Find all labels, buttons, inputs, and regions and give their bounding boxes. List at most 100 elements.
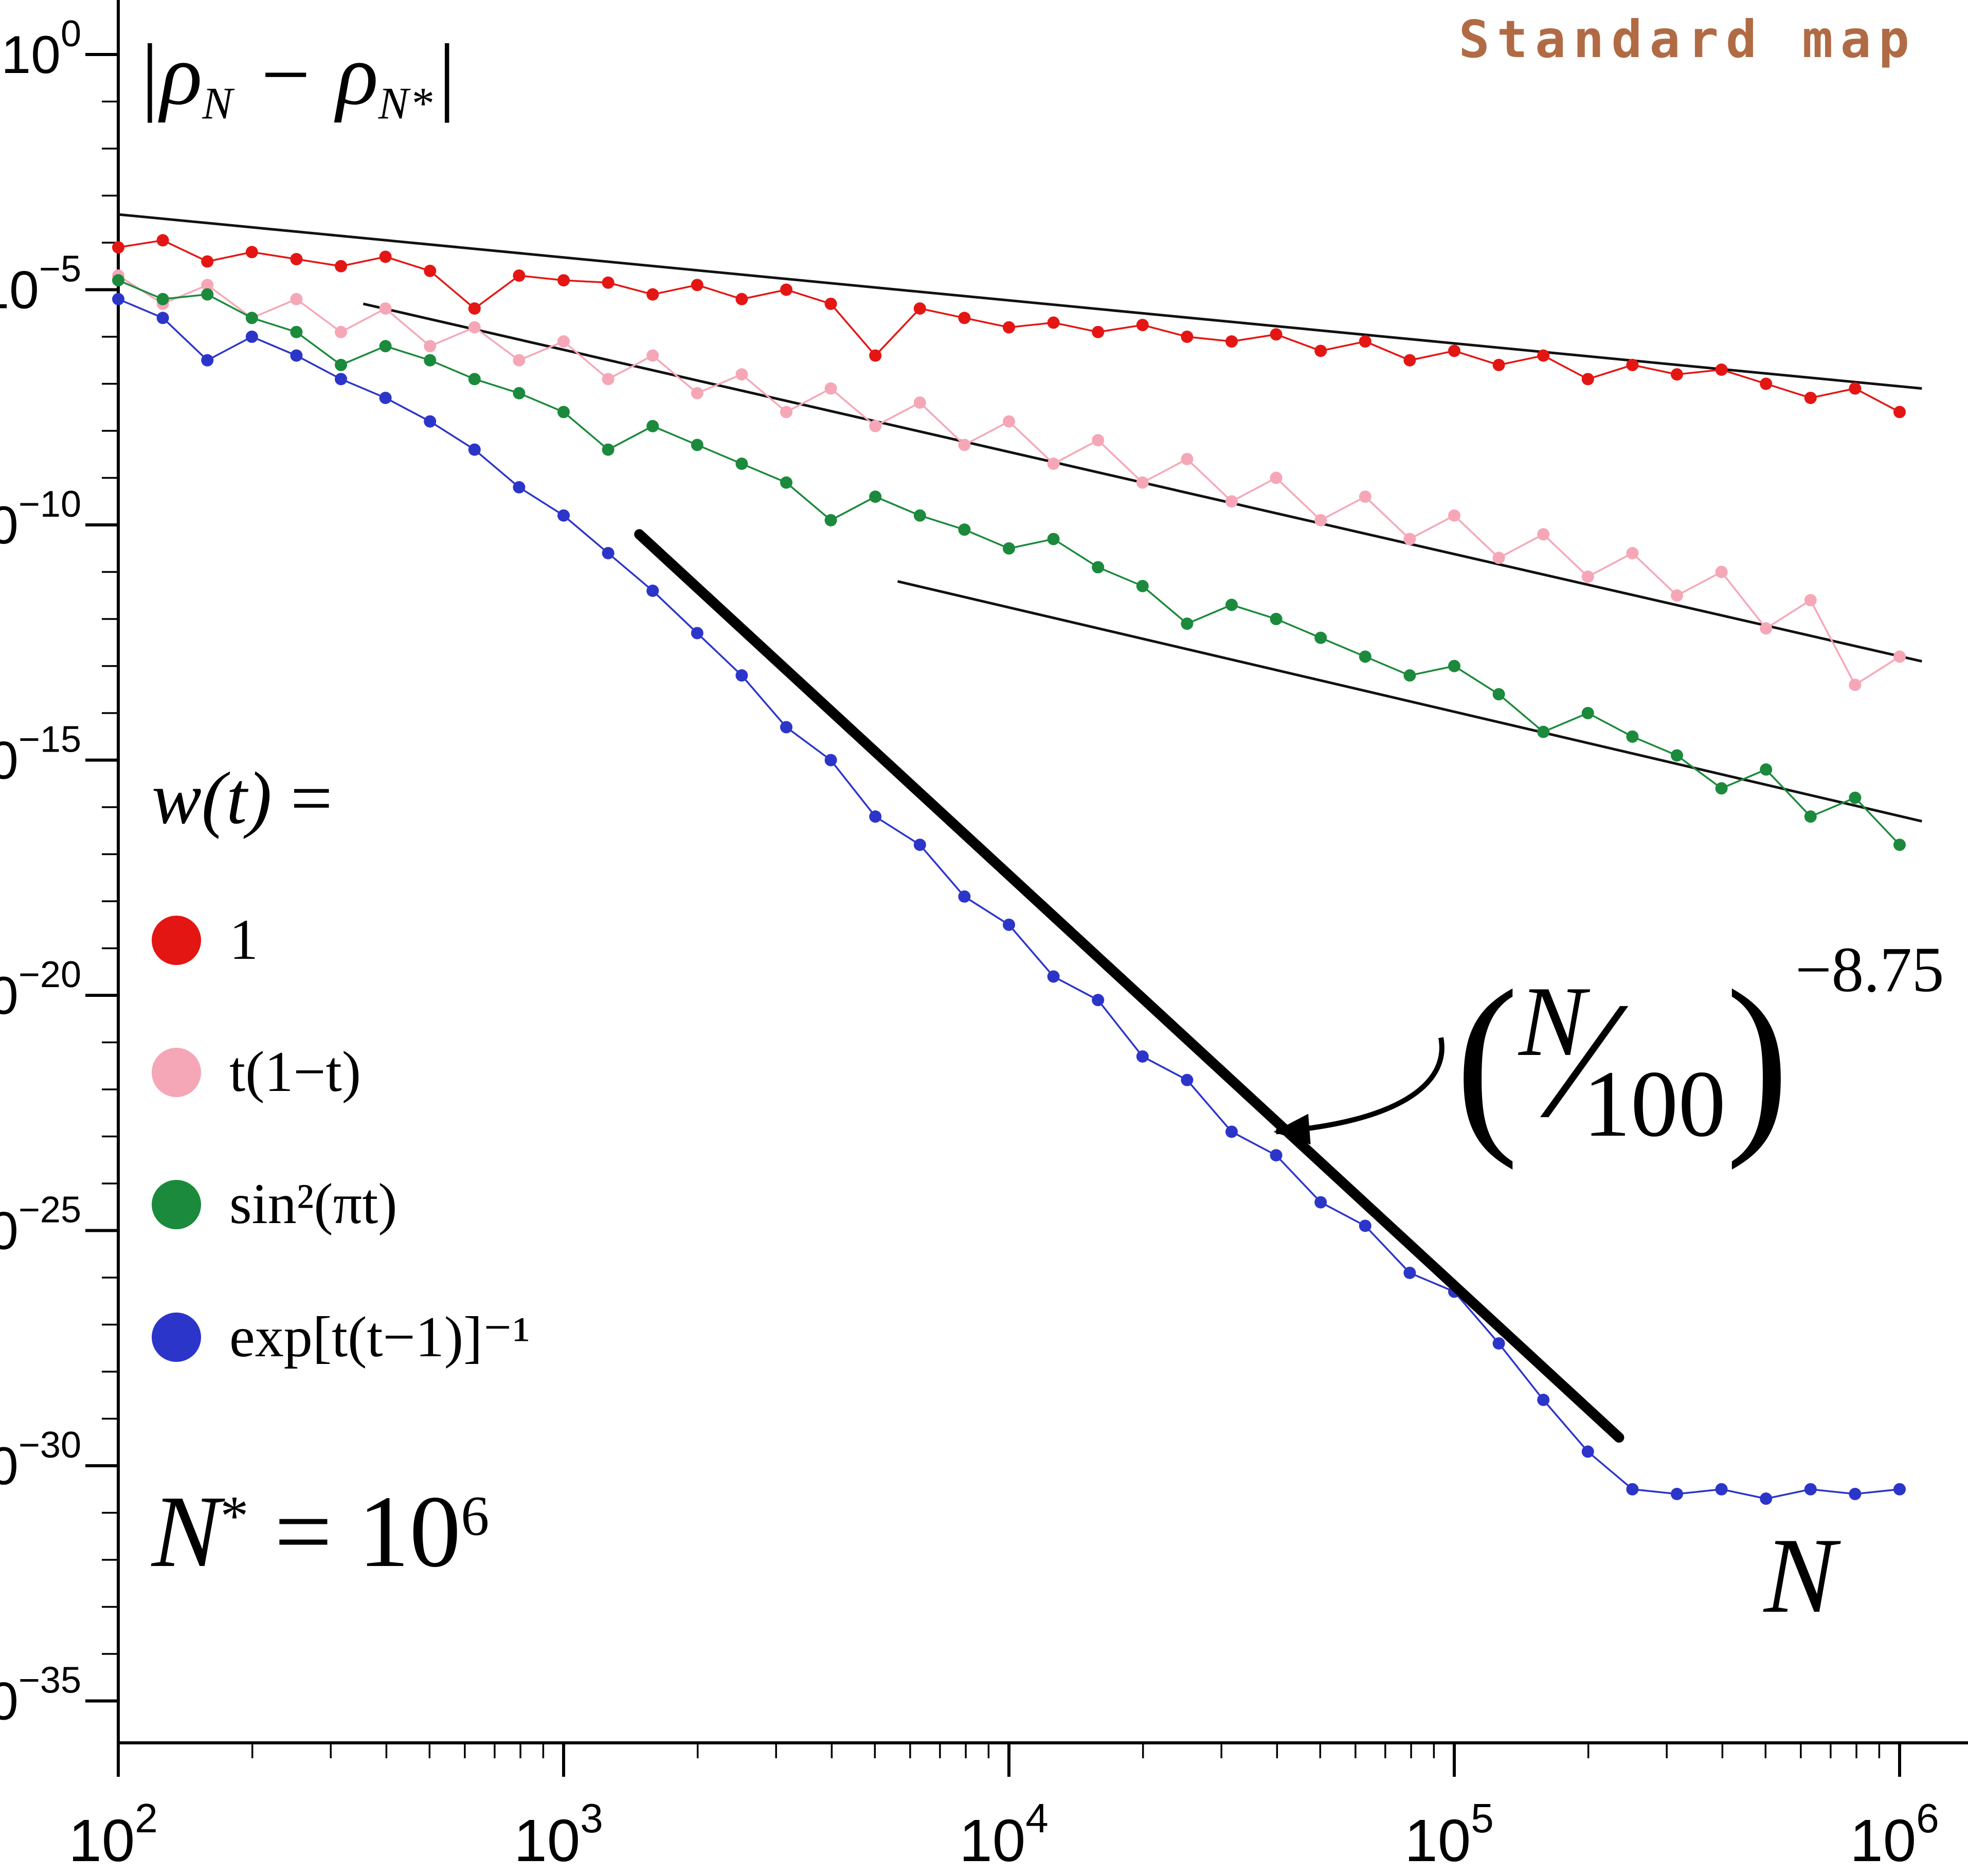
data-point-t1t xyxy=(824,382,837,395)
data-point-t1t xyxy=(1626,547,1639,559)
data-point-t1t xyxy=(913,396,926,409)
legend-dot-pink xyxy=(152,1047,201,1097)
data-point-w1 xyxy=(1492,358,1505,371)
data-point-w1 xyxy=(1537,349,1550,362)
data-point-expbump xyxy=(112,293,124,305)
legend-dot-green xyxy=(152,1179,201,1229)
data-point-t1t xyxy=(201,279,214,292)
annotation-numerator: N xyxy=(1519,966,1586,1078)
data-point-t1t xyxy=(290,293,303,305)
data-point-t1t xyxy=(379,302,392,315)
data-point-w1 xyxy=(1804,391,1817,404)
data-point-expbump xyxy=(1626,1483,1639,1496)
data-point-w1 xyxy=(1136,319,1149,332)
data-point-expbump xyxy=(1225,1125,1238,1138)
y-tick-label: 10−15 xyxy=(0,719,81,791)
data-point-w1 xyxy=(468,302,481,315)
x-axis-ticks: 102 103 104 105 106 xyxy=(68,1743,1939,1874)
data-point-expbump xyxy=(1671,1487,1683,1500)
data-point-sin2pit xyxy=(958,523,971,536)
data-point-t1t xyxy=(513,354,526,367)
data-point-w1 xyxy=(869,349,882,362)
data-point-w1 xyxy=(1760,377,1773,390)
data-point-expbump xyxy=(646,585,659,597)
data-point-sin2pit xyxy=(913,509,926,522)
data-point-w1 xyxy=(780,283,792,296)
data-point-sin2pit xyxy=(1492,688,1505,701)
data-point-expbump xyxy=(1537,1393,1550,1406)
data-point-sin2pit xyxy=(1760,763,1773,776)
data-point-w1 xyxy=(913,302,926,315)
data-point-sin2pit xyxy=(735,458,748,470)
data-point-w1 xyxy=(1047,316,1060,329)
data-point-sin2pit xyxy=(290,325,303,338)
data-point-w1 xyxy=(245,246,258,259)
legend-label: exp[t(t−1)]⁻¹ xyxy=(229,1305,530,1369)
nstar-n: N xyxy=(152,1475,221,1589)
data-point-t1t xyxy=(869,420,882,432)
data-point-sin2pit xyxy=(1671,749,1683,762)
data-point-w1 xyxy=(1448,344,1460,357)
legend-dot-blue xyxy=(152,1312,201,1362)
power-law-annotation: ( N ∕ 100 ) −8.75 xyxy=(1455,935,1944,1160)
data-point-w1 xyxy=(112,241,124,254)
data-point-sin2pit xyxy=(468,373,481,386)
data-point-sin2pit xyxy=(424,354,437,367)
data-point-t1t xyxy=(468,321,481,334)
data-point-expbump xyxy=(602,547,615,559)
data-point-sin2pit xyxy=(201,288,214,301)
data-point-sin2pit xyxy=(557,406,570,418)
annotation-exponent: −8.75 xyxy=(1795,934,1944,1006)
data-point-expbump xyxy=(201,354,214,367)
data-point-t1t xyxy=(1581,570,1594,583)
legend-label: sin²(πt) xyxy=(229,1172,398,1236)
data-point-w1 xyxy=(1225,335,1238,348)
ylabel-bar: | xyxy=(433,26,458,123)
legend: w(t) = 1 t(1−t) sin²(πt) exp[t(t−1)]⁻¹ xyxy=(152,756,530,1371)
data-point-expbump xyxy=(1893,1483,1906,1496)
data-point-w1 xyxy=(1581,373,1594,386)
data-point-t1t xyxy=(1003,415,1015,428)
legend-item-t1t: t(1−t) xyxy=(152,1039,530,1105)
data-point-sin2pit xyxy=(1448,660,1460,672)
data-point-sin2pit xyxy=(1359,650,1371,663)
data-point-w1 xyxy=(156,234,169,247)
data-point-sin2pit xyxy=(1047,533,1060,545)
data-point-sin2pit xyxy=(1804,810,1817,823)
data-point-t1t xyxy=(1715,566,1728,578)
data-point-expbump xyxy=(245,331,258,343)
data-point-w1 xyxy=(1626,358,1639,371)
nstar-label: N* = 106 xyxy=(152,1473,489,1591)
data-point-expbump xyxy=(869,810,882,823)
legend-heading-wt: w(t) xyxy=(152,757,272,840)
y-tick-label: 10−35 xyxy=(0,1660,81,1732)
data-point-expbump xyxy=(1270,1149,1283,1162)
data-point-w1 xyxy=(201,255,214,268)
data-point-sin2pit xyxy=(824,514,837,526)
data-point-w1 xyxy=(646,288,659,301)
data-point-t1t xyxy=(1314,514,1327,526)
annotation-denominator: 100 xyxy=(1583,1051,1726,1157)
data-point-sin2pit xyxy=(513,387,526,399)
series-t1t xyxy=(112,269,1906,691)
data-point-expbump xyxy=(1003,918,1015,931)
annotation-arrow xyxy=(1273,1037,1445,1145)
data-point-t1t xyxy=(1136,476,1149,489)
data-point-sin2pit xyxy=(335,358,347,371)
legend-heading: w(t) = xyxy=(152,756,530,841)
data-point-expbump xyxy=(1359,1219,1371,1232)
data-point-expbump xyxy=(1760,1492,1773,1505)
data-point-sin2pit xyxy=(156,293,169,305)
nstar-star: * xyxy=(220,1484,249,1547)
legend-heading-eq: = xyxy=(272,757,333,840)
ylabel-sub-nstar: N* xyxy=(378,78,434,129)
data-point-t1t xyxy=(1671,589,1683,602)
data-point-expbump xyxy=(913,839,926,851)
data-point-sin2pit xyxy=(602,443,615,456)
legend-label: t(1−t) xyxy=(229,1040,361,1104)
data-point-expbump xyxy=(1581,1445,1594,1458)
data-point-sin2pit xyxy=(1314,631,1327,644)
series-expbump xyxy=(112,293,1906,1505)
